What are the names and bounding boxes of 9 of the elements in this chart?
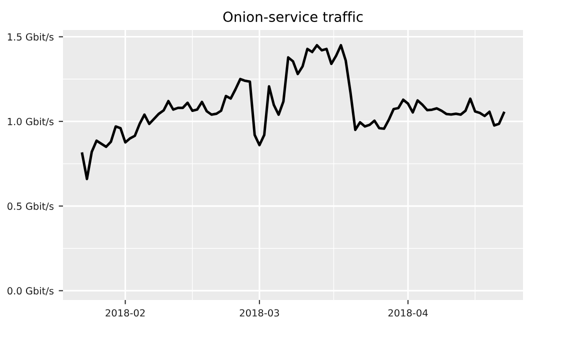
x-tick-label: 2018-03 [240,309,279,317]
chart-title: Onion-service traffic [223,11,363,22]
y-tick-label: 1.5 Gbit/s [8,33,54,42]
x-tick-label: 2018-04 [388,309,428,317]
y-tick-label: 0.0 Gbit/s [8,286,54,296]
x-tick-label: 2018-02 [106,309,145,317]
line-series [80,44,506,180]
y-tick-label: 0.5 Gbit/s [8,202,54,211]
y-tick-label: 1.0 Gbit/s [8,118,54,126]
